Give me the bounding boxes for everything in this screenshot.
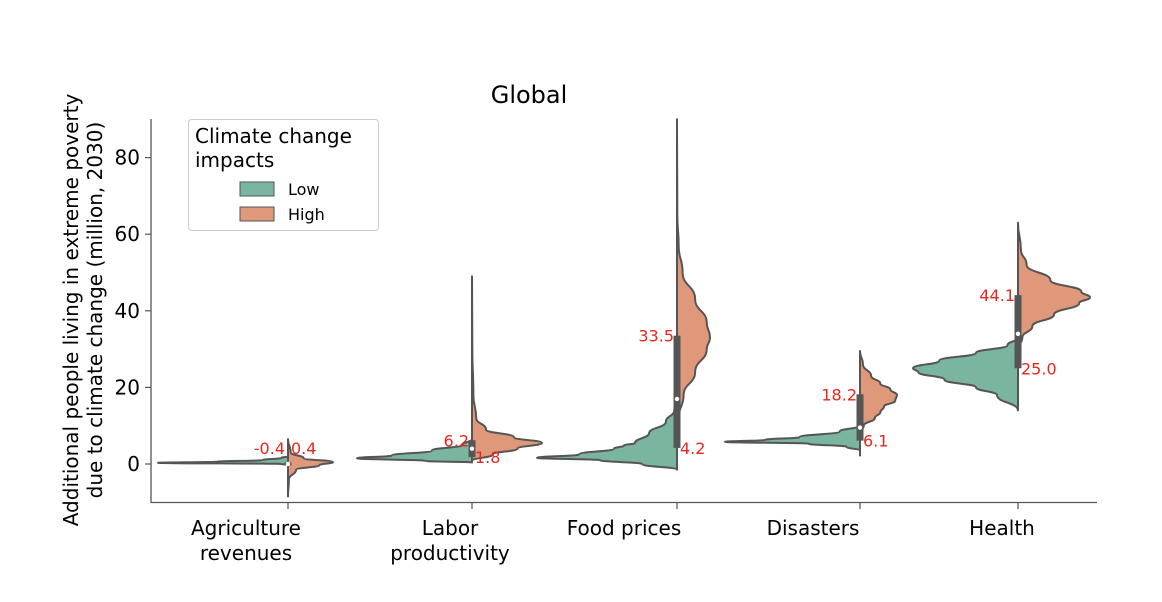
violin-group xyxy=(356,275,543,464)
chart-title: Global xyxy=(491,81,568,109)
x-tick-label: Disasters xyxy=(767,516,860,540)
legend: Climate change impacts Low High xyxy=(188,119,379,231)
legend-label-low: Low xyxy=(288,180,320,199)
iqr-box xyxy=(856,394,864,441)
legend-frame xyxy=(188,119,379,231)
annotation-high: 33.5 xyxy=(638,327,674,346)
x-tick-label: productivity xyxy=(390,541,510,565)
annotations: 0.4 -0.4 6.2 1.8 33.5 4.2 18.2 6.1 44.1 25.0 xyxy=(254,286,1057,467)
y-tick-label: 40 xyxy=(115,299,140,323)
y-tick-label: 20 xyxy=(115,375,140,399)
legend-title-line-1: Climate change xyxy=(195,124,352,148)
annotation-high: 6.2 xyxy=(444,431,469,450)
violin-high-half xyxy=(471,275,543,462)
annotation-low: 6.1 xyxy=(863,432,888,451)
y-tick-label: 0 xyxy=(127,452,140,476)
annotation-low: 25.0 xyxy=(1021,359,1057,378)
violins xyxy=(157,118,1091,498)
violin-high-half xyxy=(1017,221,1091,351)
violin-low-half xyxy=(724,424,861,452)
violin-high-half xyxy=(287,438,334,498)
legend-swatch-high xyxy=(239,206,275,222)
x-tick-label: Health xyxy=(969,516,1035,540)
violin-low-half xyxy=(157,455,289,466)
median-dot xyxy=(857,425,863,430)
x-tick-label: revenues xyxy=(200,541,292,565)
median-dot xyxy=(674,396,680,402)
violin-group xyxy=(912,221,1091,412)
annotation-low: 1.8 xyxy=(475,448,500,467)
annotation-high: 0.4 xyxy=(291,439,316,458)
violin-group xyxy=(536,118,711,471)
legend-label-high: High xyxy=(288,205,325,224)
y-axis-label: Additional people living in extreme pove… xyxy=(59,94,107,527)
annotation-low: -0.4 xyxy=(254,439,285,458)
y-axis-label-line-1: Additional people living in extreme pove… xyxy=(59,94,83,527)
violin-high-half xyxy=(676,118,711,446)
annotation-high: 44.1 xyxy=(979,286,1015,305)
x-tick-label: Agriculture xyxy=(191,516,301,540)
legend-title-line-2: impacts xyxy=(195,148,274,172)
median-dot xyxy=(469,446,475,451)
violin-low-half xyxy=(536,397,678,471)
y-tick-label: 60 xyxy=(115,222,140,246)
y-axis-label-line-2: due to climate change (million, 2030) xyxy=(83,122,107,499)
legend-swatch-low xyxy=(239,181,275,197)
violin-low-half xyxy=(912,336,1019,412)
y-tick-label: 80 xyxy=(115,146,140,170)
iqr-box xyxy=(673,335,681,448)
violin-group xyxy=(724,350,898,457)
x-tick-label: Food prices xyxy=(567,516,682,540)
violin-high-half xyxy=(859,350,898,435)
y-ticks: 0 20 40 60 80 xyxy=(115,146,151,476)
median-dot xyxy=(285,461,291,467)
x-tick-label: Labor xyxy=(422,516,479,540)
annotation-low: 4.2 xyxy=(680,439,705,458)
median-dot xyxy=(1015,331,1021,336)
annotation-high: 18.2 xyxy=(821,385,857,404)
violin-group xyxy=(157,438,334,498)
violin-low-half xyxy=(356,438,473,464)
